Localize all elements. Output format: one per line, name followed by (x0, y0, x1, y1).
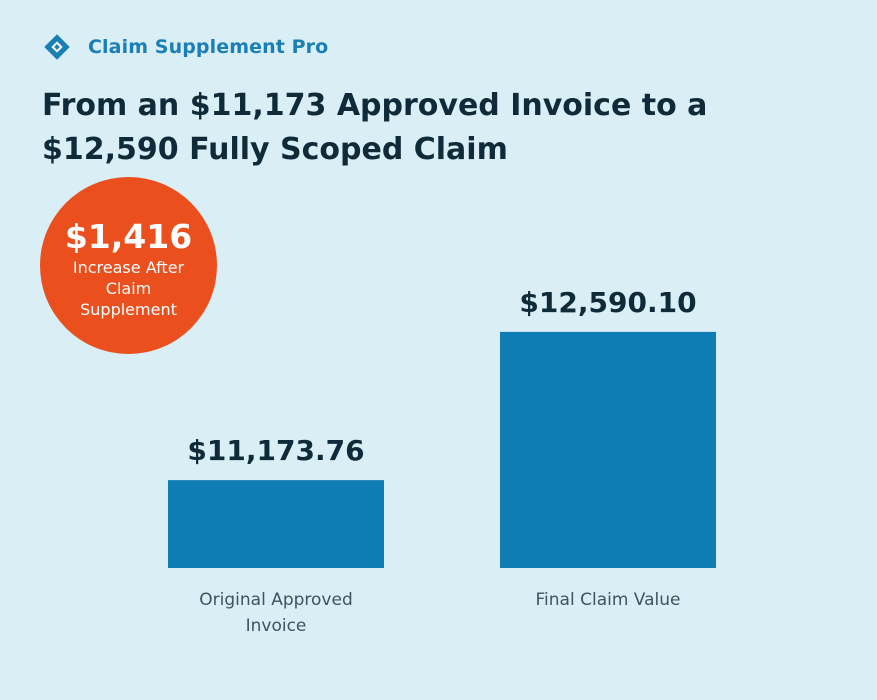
bar-value-label-1: $12,590.10 (519, 286, 696, 319)
increase-badge: $1,416 Increase After Claim Supplement (40, 177, 217, 354)
category-label-0: Original Approved Invoice (199, 590, 352, 636)
bar-0 (168, 480, 384, 568)
bar-value-label-0: $11,173.76 (187, 434, 364, 467)
diamond-logo-icon (44, 34, 70, 60)
increase-badge-value: $1,416 (64, 217, 193, 256)
bar-1 (500, 331, 716, 568)
page-title: From an $11,173 Approved Invoice to a $1… (42, 88, 708, 167)
brand-name: Claim Supplement Pro (88, 36, 329, 58)
category-label-1: Final Claim Value (536, 590, 681, 610)
increase-badge-label: Increase After Claim Supplement (72, 258, 185, 319)
brand: Claim Supplement Pro (42, 32, 328, 62)
